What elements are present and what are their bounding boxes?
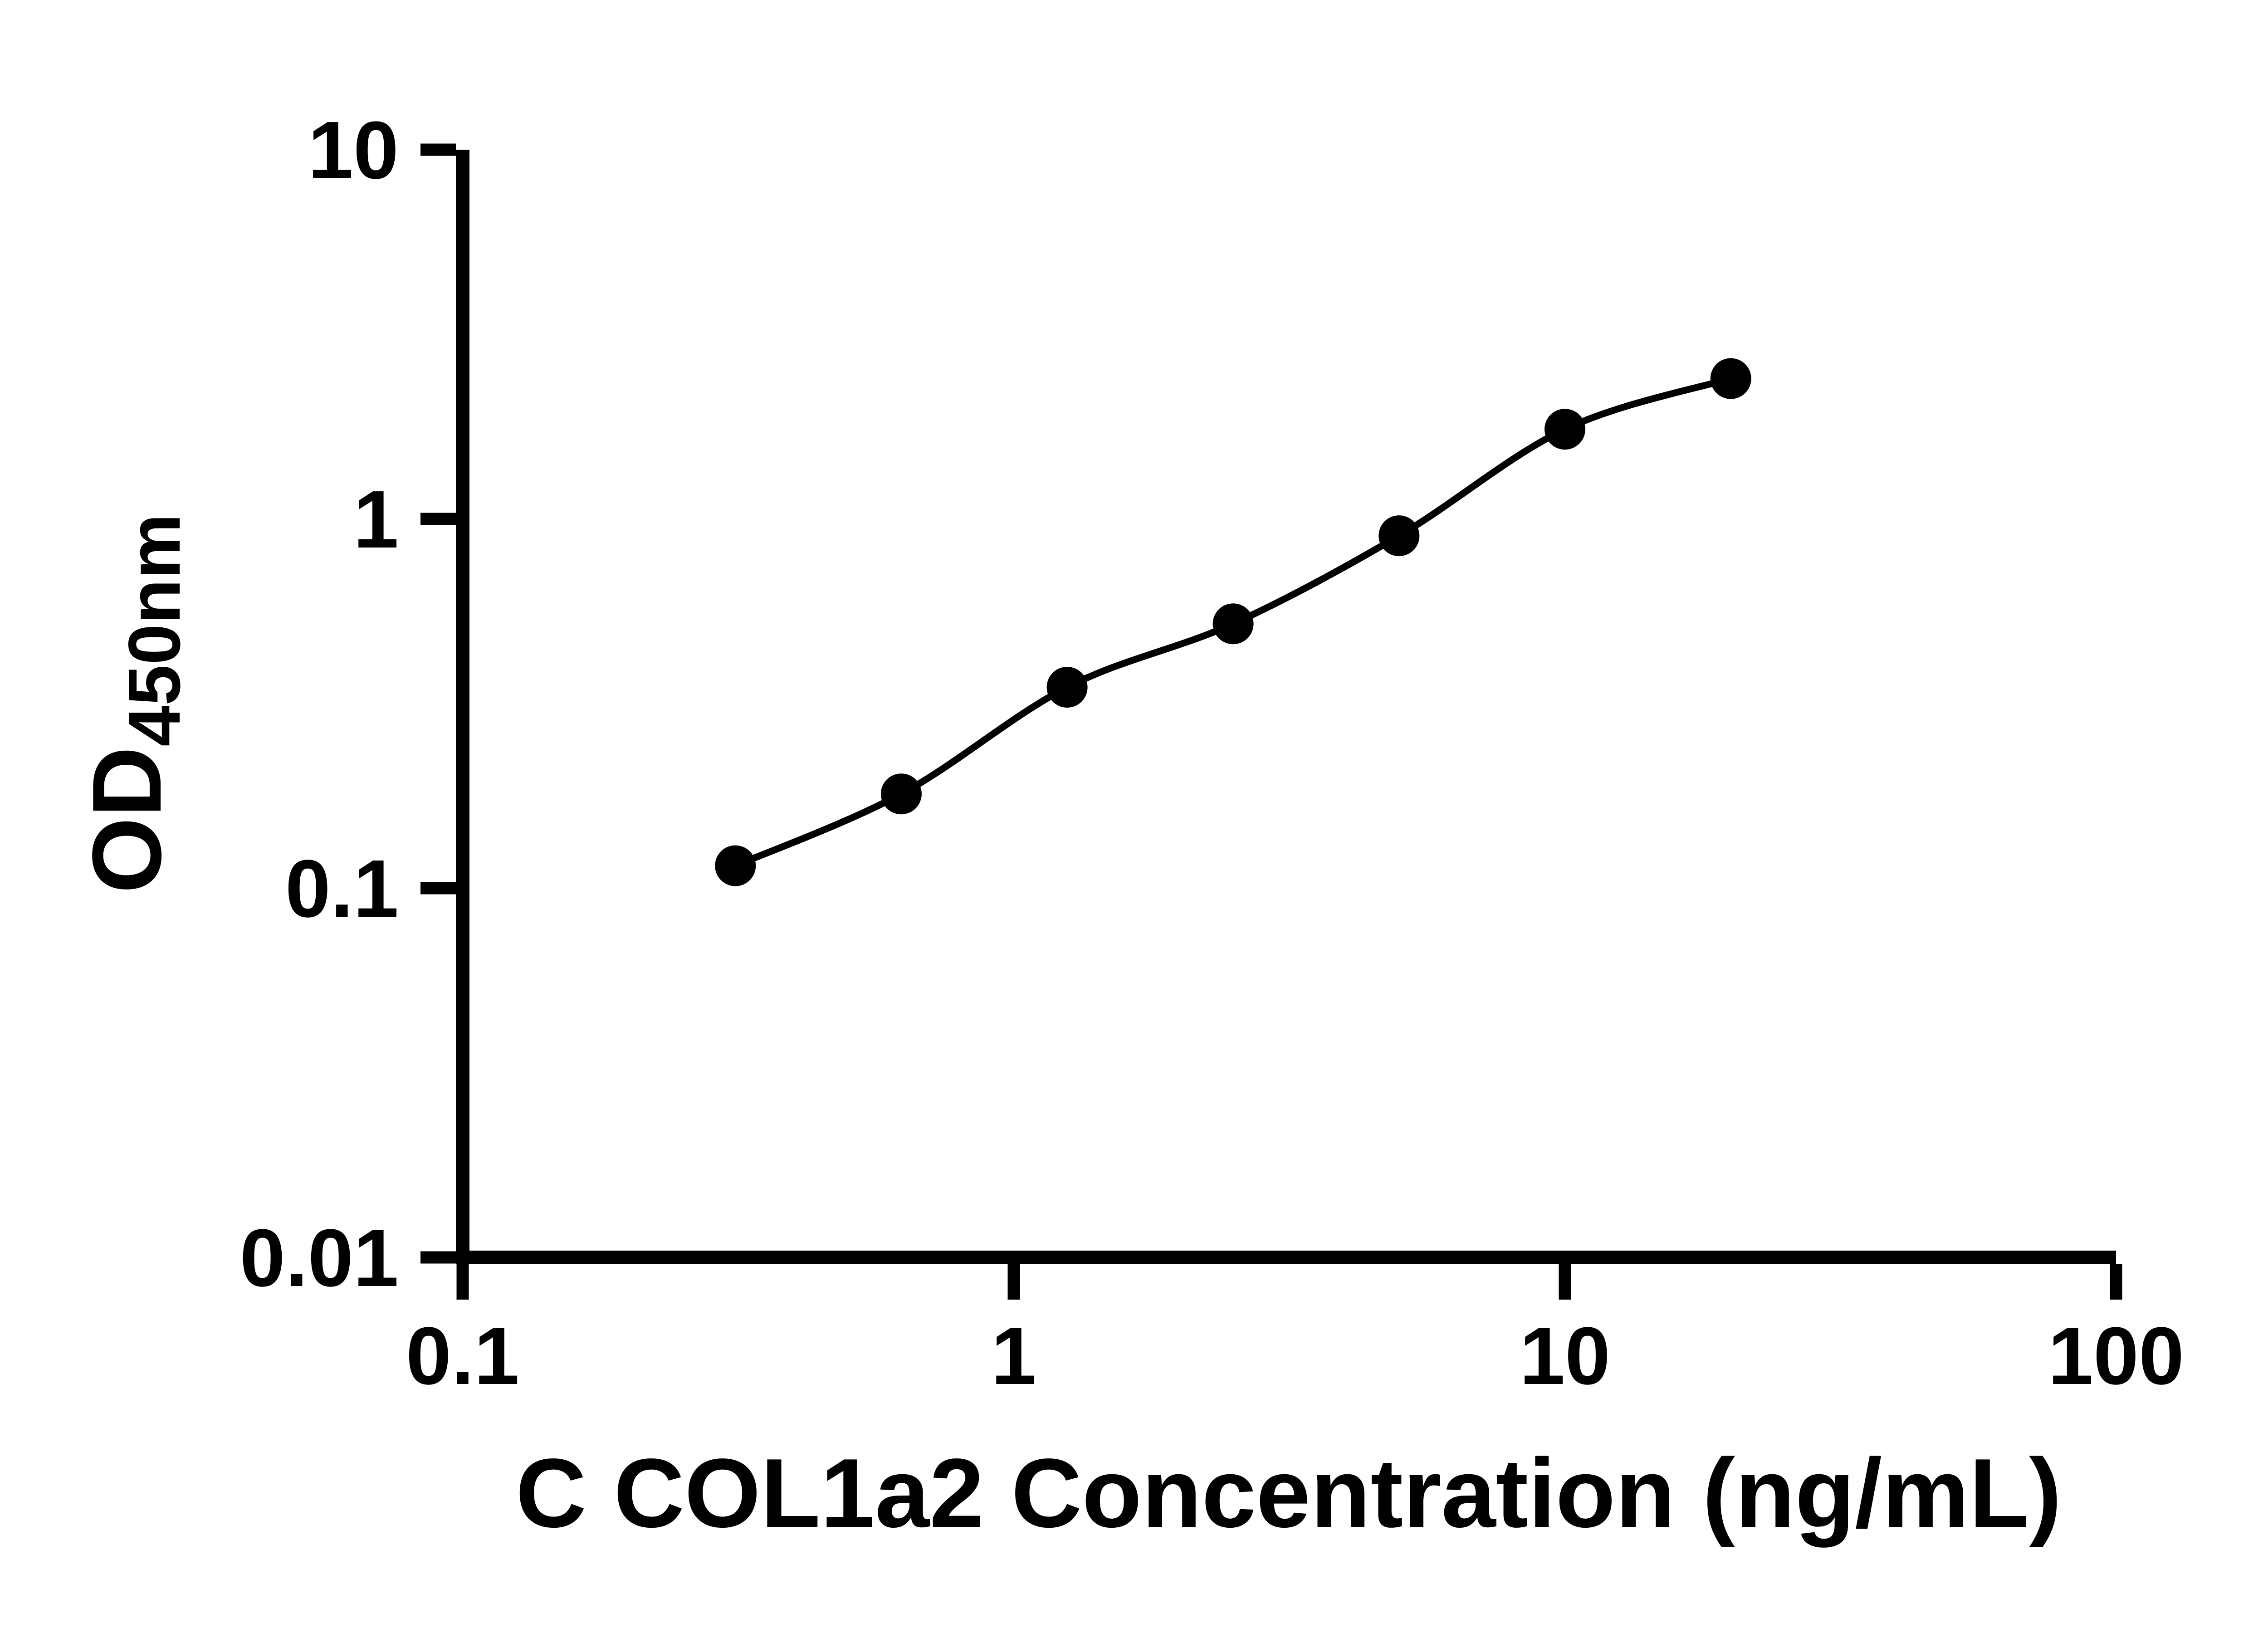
y-axis-title-subscript: 450nm bbox=[113, 513, 196, 746]
y-tick-label: 10 bbox=[308, 105, 399, 196]
data-point bbox=[1378, 515, 1420, 557]
x-axis-title: C COL1a2 Concentration (ng/mL) bbox=[516, 1438, 2062, 1548]
data-point bbox=[715, 845, 756, 886]
x-tick-label: 1 bbox=[991, 1310, 1036, 1402]
data-point bbox=[880, 773, 922, 815]
x-axis-tick-labels: 0.1 1 10 100 bbox=[406, 1310, 2184, 1402]
data-point bbox=[1545, 409, 1585, 450]
y-tick-label: 1 bbox=[353, 474, 399, 565]
x-tick-label: 100 bbox=[2048, 1310, 2184, 1402]
x-tick-label: 0.1 bbox=[406, 1310, 519, 1402]
data-point bbox=[1046, 667, 1088, 708]
axis-ticks bbox=[420, 143, 2122, 1300]
data-points bbox=[715, 358, 1751, 886]
y-axis-title: OD450nm bbox=[72, 513, 196, 893]
y-axis-tick-labels: 0.01 0.1 1 10 bbox=[240, 105, 399, 1304]
data-point bbox=[1212, 603, 1254, 645]
axes bbox=[456, 150, 2116, 1264]
axis-lines bbox=[456, 150, 2116, 1264]
x-tick-label: 10 bbox=[1520, 1310, 1610, 1402]
y-axis-title-main: OD bbox=[72, 747, 181, 894]
y-tick-label: 0.1 bbox=[285, 843, 399, 934]
y-tick-label: 0.01 bbox=[240, 1213, 399, 1304]
data-point bbox=[1710, 358, 1751, 399]
